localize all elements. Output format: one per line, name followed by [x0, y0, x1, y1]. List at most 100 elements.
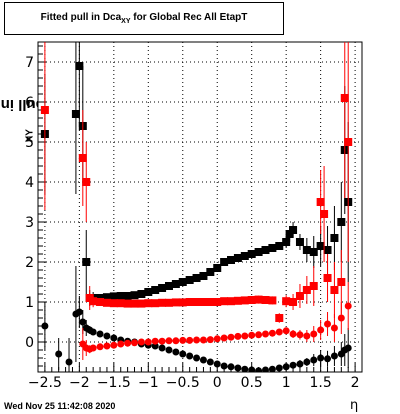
data-point-circle: [103, 342, 111, 350]
data-point-circle: [172, 348, 180, 356]
y-tick-label: 6: [25, 95, 34, 111]
data-point-square: [151, 299, 160, 308]
data-point-square: [240, 252, 249, 260]
data-point-square: [71, 110, 80, 118]
data-point-circle: [344, 344, 352, 352]
data-point-circle: [179, 350, 187, 358]
data-point-square: [137, 299, 146, 308]
data-point-circle: [131, 339, 139, 347]
data-point-circle: [344, 302, 352, 310]
data-point-circle: [296, 331, 304, 339]
data-point-square: [295, 292, 304, 300]
data-point-square: [206, 298, 215, 306]
data-point-circle: [206, 358, 214, 366]
data-point-circle: [89, 328, 97, 336]
y-tick-label: 2: [25, 255, 34, 271]
data-point-square: [178, 298, 187, 307]
data-point-circle: [303, 332, 311, 340]
x-tick-label: −2: [69, 375, 90, 391]
data-point-square: [240, 296, 249, 305]
data-point-square: [316, 242, 325, 250]
data-point-square: [254, 295, 263, 304]
data-point-circle: [289, 330, 297, 338]
data-point-circle: [213, 335, 221, 343]
data-point-circle: [41, 322, 49, 330]
data-point-square: [82, 178, 91, 186]
data-point-square: [171, 280, 180, 288]
data-point-square: [171, 298, 180, 307]
y-tick-label: 0: [25, 335, 34, 351]
data-point-circle: [337, 314, 345, 322]
x-tick-label: 1: [282, 375, 291, 391]
data-point-circle: [186, 352, 194, 360]
data-point-circle: [158, 337, 166, 345]
data-point-circle: [268, 329, 276, 337]
data-point-circle: [248, 331, 256, 339]
data-point-circle: [275, 328, 283, 336]
data-point-circle: [151, 342, 159, 350]
data-point-circle: [261, 366, 269, 372]
data-point-circle: [79, 318, 87, 326]
chart-title: Fitted pull in DcaXY for Global Rec All …: [4, 2, 284, 35]
data-point-circle: [268, 365, 276, 372]
data-point-square: [158, 284, 167, 292]
data-point-square: [227, 256, 236, 264]
data-point-circle: [110, 334, 118, 342]
data-point-circle: [255, 331, 263, 339]
data-point-square: [144, 288, 153, 296]
data-point-square: [82, 258, 91, 266]
data-point-square: [78, 154, 87, 162]
data-point-circle: [65, 358, 73, 366]
data-point-square: [268, 296, 277, 305]
data-point-square: [213, 298, 222, 306]
data-point-circle: [220, 362, 228, 370]
data-point-square: [130, 299, 139, 308]
data-point-circle: [199, 356, 207, 364]
y-tick-label: 1: [25, 295, 34, 311]
x-tick-label: −2.5: [28, 375, 62, 391]
data-point-square: [109, 299, 118, 308]
data-point-circle: [158, 344, 166, 352]
data-point-square: [158, 298, 167, 307]
data-point-square: [344, 138, 353, 146]
data-point-square: [199, 298, 208, 306]
data-point-circle: [282, 363, 290, 371]
data-point-circle: [289, 361, 297, 369]
data-point-square: [220, 258, 229, 266]
data-point-square: [164, 282, 173, 290]
data-point-square: [268, 244, 277, 252]
data-point-circle: [193, 336, 201, 344]
data-point-square: [192, 274, 201, 282]
y-tick-label: 3: [25, 215, 34, 231]
data-point-square: [320, 210, 329, 218]
data-point-circle: [172, 337, 180, 345]
data-point-circle: [124, 339, 132, 347]
data-point-square: [323, 274, 332, 282]
data-point-circle: [296, 360, 304, 368]
y-tick-label: 5: [25, 135, 34, 151]
x-tick-label: −0.5: [166, 375, 200, 391]
data-point-circle: [317, 354, 325, 362]
data-point-square: [282, 238, 291, 246]
data-point-circle: [241, 365, 249, 372]
x-tick-label: 0.5: [241, 375, 263, 391]
x-tick-label: 2: [351, 375, 360, 391]
data-point-circle: [324, 320, 332, 328]
data-point-square: [261, 296, 270, 304]
data-point-square: [213, 264, 222, 272]
data-point-circle: [330, 324, 338, 332]
data-point-square: [330, 286, 339, 294]
data-point-circle: [165, 346, 173, 354]
data-point-circle: [220, 334, 228, 342]
data-point-square: [96, 298, 105, 306]
data-point-circle: [55, 350, 63, 358]
data-point-square: [206, 268, 215, 276]
data-point-square: [40, 106, 49, 114]
data-point-square: [185, 298, 194, 306]
data-point-square: [340, 94, 349, 102]
data-point-square: [337, 278, 346, 286]
data-point-circle: [110, 341, 118, 349]
data-point-circle: [213, 360, 221, 368]
data-point-square: [247, 250, 256, 258]
data-point-circle: [89, 344, 97, 352]
